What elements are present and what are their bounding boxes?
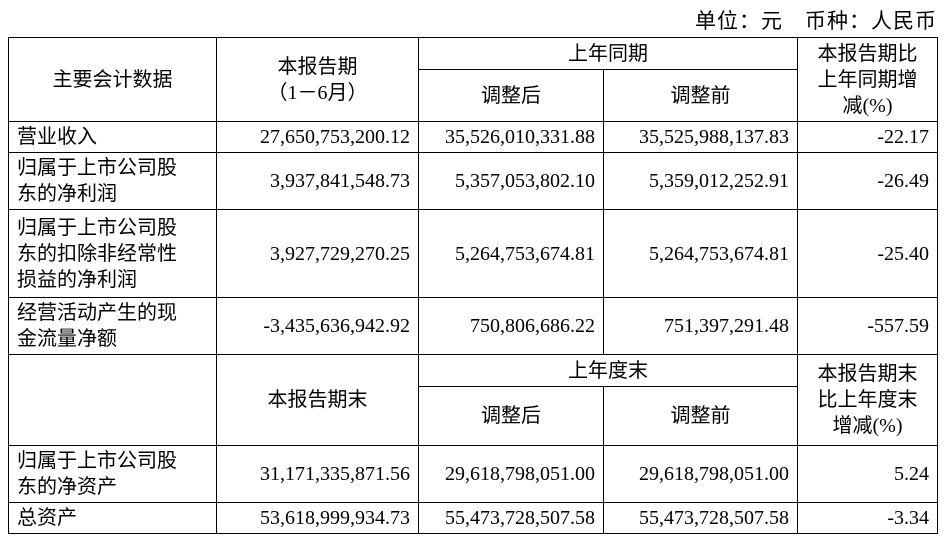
metric-label: 总资产 [8, 502, 217, 534]
adjusted-value: 5,357,053,802.10 [418, 152, 604, 210]
header-current-period: 本报告期 （1－6月） [216, 37, 419, 122]
table-row: 营业收入 27,650,753,200.12 35,526,010,331.88… [8, 121, 938, 153]
metric-label: 经营活动产生的现 金流量净额 [8, 297, 217, 355]
header-adjusted: 调整后 [418, 386, 604, 446]
change-pct-value: -557.59 [797, 297, 938, 355]
header-metric-empty [8, 354, 217, 446]
header-metric: 主要会计数据 [8, 37, 217, 122]
metric-label: 营业收入 [8, 121, 217, 153]
current-period-value: 53,618,999,934.73 [216, 502, 419, 534]
adjusted-value: 55,473,728,507.58 [418, 502, 604, 534]
table-subheader-row: 调整后 调整前 [9, 69, 938, 122]
header-prior-year-end-group: 上年度末 [418, 354, 798, 387]
change-pct-value: -3.34 [797, 502, 938, 534]
adjusted-value: 5,264,753,674.81 [418, 209, 604, 298]
metric-label: 归属于上市公司股 东的扣除非经常性 损益的净利润 [8, 209, 217, 298]
header-pre-adjustment: 调整前 [603, 69, 798, 122]
table-row: 归属于上市公司股 东的净利润 3,937,841,548.73 5,357,05… [8, 152, 938, 210]
current-period-value: 3,927,729,270.25 [216, 209, 419, 298]
metric-label: 归属于上市公司股 东的净利润 [8, 152, 217, 210]
pre-adjustment-value: 5,359,012,252.91 [603, 152, 798, 210]
pre-adjustment-value: 55,473,728,507.58 [603, 502, 798, 534]
header-change-pct: 本报告期比 上年同期增 减(%) [797, 37, 938, 122]
header-adjusted: 调整后 [418, 69, 604, 122]
unit-currency-note: 单位：元 币种：人民币 [695, 9, 937, 33]
key-accounting-data-table: 主要会计数据 本报告期 （1－6月） 上年同期 本报告期比 上年同期增 减(%)… [8, 37, 938, 534]
pre-adjustment-value: 29,618,798,051.00 [603, 445, 798, 503]
header-pre-adjustment: 调整前 [603, 386, 798, 446]
current-period-value: -3,435,636,942.92 [216, 297, 419, 355]
table-row: 归属于上市公司股 东的扣除非经常性 损益的净利润 3,927,729,270.2… [8, 209, 938, 298]
adjusted-value: 35,526,010,331.88 [418, 121, 604, 153]
change-pct-value: -22.17 [797, 121, 938, 153]
header-period-end: 本报告期末 [216, 354, 419, 446]
change-pct-value: 5.24 [797, 445, 938, 503]
current-period-value: 27,650,753,200.12 [216, 121, 419, 153]
table-row: 经营活动产生的现 金流量净额 -3,435,636,942.92 750,806… [8, 297, 938, 355]
current-period-value: 3,937,841,548.73 [216, 152, 419, 210]
pre-adjustment-value: 35,525,988,137.83 [603, 121, 798, 153]
table-row: 总资产 53,618,999,934.73 55,473,728,507.58 … [8, 502, 938, 534]
table-header-row: 主要会计数据 本报告期 （1－6月） 上年同期 本报告期比 上年同期增 减(%) [8, 37, 938, 122]
pre-adjustment-value: 751,397,291.48 [603, 297, 798, 355]
table-row: 归属于上市公司股 东的净资产 31,171,335,871.56 29,618,… [8, 445, 938, 503]
table-header-row: 本报告期末 上年度末 本报告期末 比上年度末 增减(%) [8, 354, 938, 446]
change-pct-value: -26.49 [797, 152, 938, 210]
current-period-value: 31,171,335,871.56 [216, 445, 419, 503]
pre-adjustment-value: 5,264,753,674.81 [603, 209, 798, 298]
metric-label: 归属于上市公司股 东的净资产 [8, 445, 217, 503]
adjusted-value: 750,806,686.22 [418, 297, 604, 355]
adjusted-value: 29,618,798,051.00 [418, 445, 604, 503]
header-prior-year-group: 上年同期 [418, 37, 798, 70]
change-pct-value: -25.40 [797, 209, 938, 298]
table-subheader-row: 调整后 调整前 [9, 386, 938, 446]
header-period-end-change-pct: 本报告期末 比上年度末 增减(%) [797, 354, 938, 446]
